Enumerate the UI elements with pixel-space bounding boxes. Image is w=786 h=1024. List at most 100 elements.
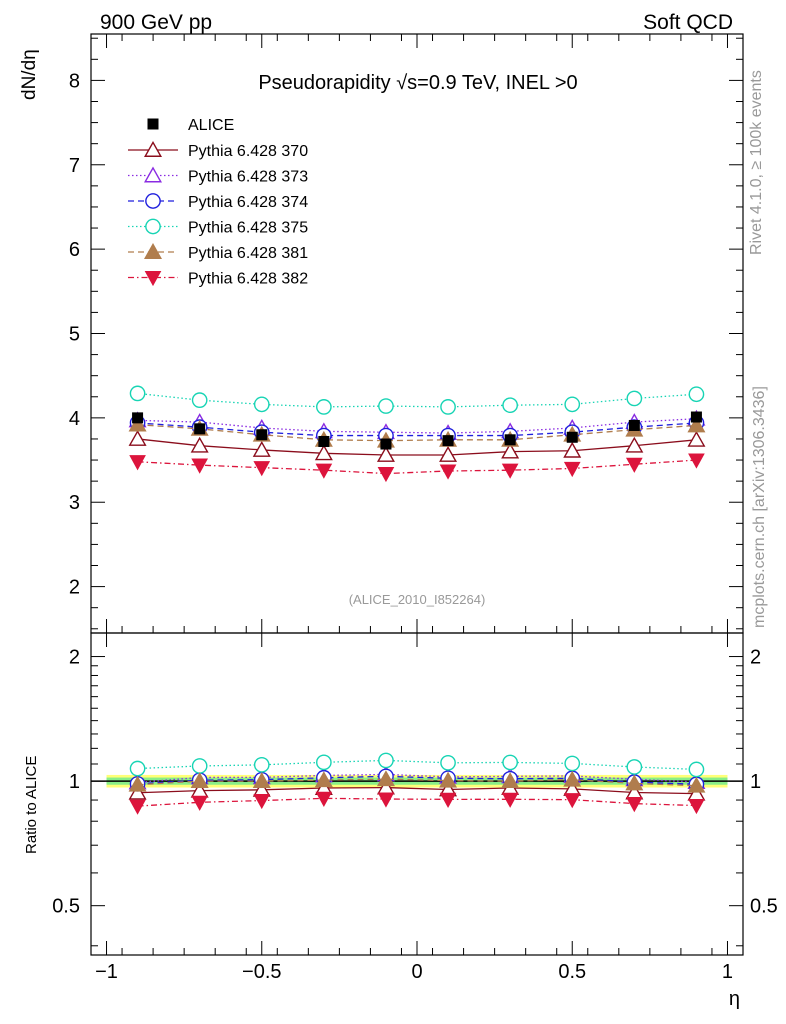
series-pythia-6-428-373 xyxy=(128,409,706,440)
alice-data-point xyxy=(566,431,578,443)
x-tick-label: −1 xyxy=(95,961,118,983)
series-pythia-6-428-373-ratio-line xyxy=(137,773,697,784)
alice-data-point xyxy=(690,411,702,423)
series-pythia-6-428-370-point xyxy=(687,430,706,447)
series-pythia-6-428-375-ratio-point xyxy=(440,754,456,771)
series-pythia-6-428-382-ratio-point xyxy=(688,799,705,815)
series-pythia-6-428-370-point xyxy=(439,446,458,462)
series-pythia-6-428-370-point xyxy=(376,446,395,462)
alice-data-point xyxy=(132,412,144,424)
series-pythia-6-428-381-ratio-point xyxy=(563,770,582,787)
series-pythia-6-428-370-point xyxy=(314,444,333,461)
series-pythia-6-428-381-ratio-point xyxy=(625,774,644,791)
series-pythia-6-428-375-ratio-line xyxy=(137,759,697,771)
ratio-tick-label-right: 1 xyxy=(750,771,761,793)
series-pythia-6-428-370-ratio-point xyxy=(128,783,147,800)
series-pythia-6-428-370 xyxy=(128,429,706,462)
series-pythia-6-428-370-point xyxy=(563,441,582,458)
series-pythia-6-428-381-ratio xyxy=(128,770,706,793)
ratio-tick-label-right: 2 xyxy=(750,647,761,669)
rivet-label: Rivet 4.1.0, ≥ 100k events xyxy=(748,70,765,255)
legend-marker xyxy=(145,193,161,209)
alice-data-point xyxy=(380,438,392,450)
series-pythia-6-428-382 xyxy=(129,453,705,483)
series-pythia-6-428-370-point xyxy=(501,442,520,459)
legend-alice-marker xyxy=(147,118,159,130)
series-pythia-6-428-375-ratio-point xyxy=(626,759,643,775)
legend-label: Pythia 6.428 381 xyxy=(188,245,308,262)
series-pythia-6-428-375-ratio-point xyxy=(129,760,146,777)
header-left: 900 GeV pp xyxy=(100,11,212,34)
series-pythia-6-428-382-ratio-point xyxy=(439,792,457,808)
series-pythia-6-428-381-ratio-point xyxy=(376,770,395,787)
y-tick-label: 6 xyxy=(69,239,80,261)
y-tick-label: 3 xyxy=(69,492,80,514)
series-pythia-6-428-375-ratio xyxy=(129,752,705,778)
series-pythia-6-428-375-point xyxy=(253,396,270,413)
series-pythia-6-428-370-point xyxy=(625,436,644,453)
legend-label: Pythia 6.428 375 xyxy=(188,220,308,237)
series-pythia-6-428-381-ratio-point xyxy=(128,775,147,792)
alice-data-point xyxy=(318,435,330,447)
series-pythia-6-428-375-point xyxy=(626,390,643,407)
y-tick-label: 5 xyxy=(69,324,80,346)
series-pythia-6-428-382-point xyxy=(129,455,146,471)
series-pythia-6-428-382-ratio-point xyxy=(501,792,519,808)
series-pythia-6-428-375-ratio-point xyxy=(316,754,332,771)
legend: ALICE Pythia 6.428 370 Pythia 6.428 373 Pyt… xyxy=(128,117,308,288)
ratio-tick-label: 0.5 xyxy=(52,896,80,918)
series-pythia-6-428-375-point xyxy=(564,396,581,413)
series-pythia-6-428-375-point xyxy=(316,399,332,415)
series-pythia-6-428-375-point xyxy=(129,385,146,402)
series-pythia-6-428-375-point xyxy=(502,397,518,414)
series-pythia-6-428-381-point xyxy=(128,415,147,432)
legend-marker xyxy=(145,218,161,235)
series-pythia-6-428-382-ratio-point xyxy=(253,794,271,810)
series-pythia-6-428-382-point xyxy=(501,463,519,479)
series-pythia-6-428-381-ratio-point xyxy=(687,776,706,793)
series-pythia-6-428-370-point xyxy=(128,429,147,446)
y-axis-label: dN/dη xyxy=(19,49,40,100)
series-pythia-6-428-382-ratio-point xyxy=(563,793,581,809)
series-pythia-6-428-375-ratio-point xyxy=(253,756,270,773)
series-pythia-6-428-375-point xyxy=(688,386,705,403)
series-pythia-6-428-381-ratio-point xyxy=(439,771,458,788)
series-pythia-6-428-381-ratio-point xyxy=(314,771,333,788)
legend-marker xyxy=(143,243,163,259)
x-tick-label: 1 xyxy=(722,961,733,983)
series-pythia-6-428-370-ratio-line xyxy=(137,786,697,795)
y-tick-label: 4 xyxy=(69,408,80,430)
series-pythia-6-428-381-point xyxy=(687,416,706,433)
ratio-y-axis-label: Ratio to ALICE xyxy=(23,756,40,854)
header-right: Soft QCD xyxy=(643,11,733,34)
series-pythia-6-428-382-point xyxy=(688,453,705,469)
mcplots-label: mcplots.cern.ch [arXiv:1306.3436] xyxy=(751,386,768,628)
chart-watermark: (ALICE_2010_I852264) xyxy=(349,592,486,607)
series-pythia-6-428-382-ratio-point xyxy=(377,792,395,808)
series-pythia-6-428-375-ratio-point xyxy=(502,754,518,771)
alice-data-point xyxy=(442,435,454,447)
legend-marker xyxy=(143,166,163,183)
series-pythia-6-428-382-point xyxy=(563,461,581,478)
series-pythia-6-428-382-point xyxy=(191,458,209,474)
series-pythia-6-428-382-line xyxy=(137,459,697,475)
series-pythia-6-428-370-line xyxy=(137,438,697,456)
legend-label: Pythia 6.428 373 xyxy=(188,169,308,186)
legend-marker xyxy=(143,141,163,157)
series-pythia-6-428-375-ratio-point xyxy=(688,761,705,778)
series-pythia-6-428-375-point xyxy=(378,398,394,414)
alice-data-point xyxy=(504,434,516,446)
legend-marker xyxy=(144,270,162,287)
x-tick-label: 0 xyxy=(411,961,422,983)
series-pythia-6-428-370-point xyxy=(190,436,209,453)
ratio-tick-label: 2 xyxy=(69,647,80,669)
legend-label: Pythia 6.428 374 xyxy=(188,194,308,211)
legend-label: Pythia 6.428 382 xyxy=(188,271,308,288)
legend-alice-label: ALICE xyxy=(188,117,234,134)
y-tick-label: 2 xyxy=(69,577,80,599)
ratio-tick-label: 1 xyxy=(69,771,80,793)
x-tick-label: −0.5 xyxy=(242,961,281,983)
series-pythia-6-428-381-ratio-point xyxy=(252,772,271,789)
series-pythia-6-428-381-line xyxy=(137,423,697,442)
